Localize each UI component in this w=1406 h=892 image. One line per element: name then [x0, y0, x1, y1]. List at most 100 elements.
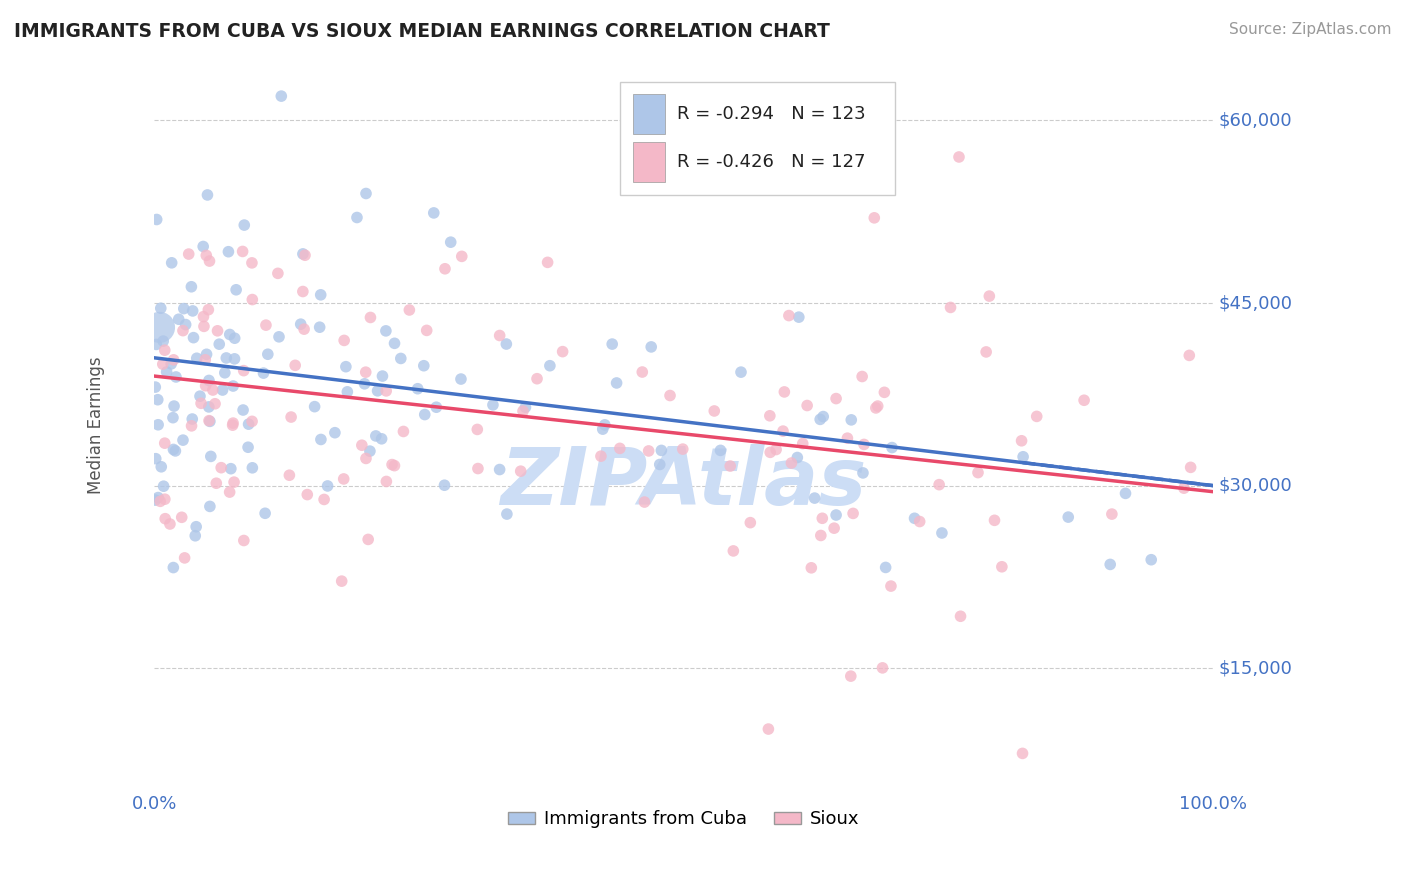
Point — [195, 347, 218, 361]
Point — [939, 301, 962, 315]
Point — [267, 330, 290, 344]
Point — [233, 218, 256, 232]
Point — [592, 422, 614, 436]
Point — [974, 345, 997, 359]
Point — [803, 491, 825, 505]
Point — [232, 533, 254, 548]
Point — [193, 319, 215, 334]
Point — [180, 418, 202, 433]
Point — [949, 609, 972, 624]
Point — [903, 511, 925, 525]
Point — [297, 487, 319, 501]
Point — [156, 365, 179, 379]
Point — [143, 493, 166, 508]
Point — [180, 279, 202, 293]
Point — [1011, 434, 1033, 448]
Point — [852, 466, 875, 480]
Point — [839, 413, 862, 427]
Point — [152, 357, 174, 371]
Point — [440, 235, 463, 250]
Point — [908, 515, 931, 529]
Point — [291, 285, 314, 299]
Point — [218, 485, 240, 500]
Point — [880, 579, 903, 593]
Point — [866, 399, 889, 413]
Point — [153, 511, 176, 525]
Point — [314, 492, 336, 507]
Point — [931, 526, 953, 541]
Point — [193, 310, 215, 324]
Point — [194, 378, 217, 392]
Point — [825, 392, 848, 406]
Point — [308, 320, 330, 334]
Point — [278, 468, 301, 483]
Point — [153, 436, 176, 450]
Point — [354, 186, 377, 201]
Point — [215, 351, 238, 365]
Point — [332, 472, 354, 486]
Point — [201, 383, 224, 397]
Point — [425, 401, 447, 415]
Text: Source: ZipAtlas.com: Source: ZipAtlas.com — [1229, 22, 1392, 37]
Point — [284, 359, 307, 373]
Point — [811, 409, 834, 424]
Point — [198, 414, 221, 428]
Point — [1057, 510, 1080, 524]
Point — [730, 365, 752, 379]
Point — [146, 392, 169, 407]
Point — [167, 312, 190, 326]
Point — [758, 722, 780, 736]
Point — [153, 492, 176, 507]
Point — [240, 460, 263, 475]
Point — [198, 414, 221, 428]
Point — [200, 450, 222, 464]
Point — [384, 458, 406, 473]
Point — [412, 359, 434, 373]
Point — [842, 507, 865, 521]
Point — [256, 347, 278, 361]
Point — [254, 318, 277, 333]
Point — [718, 458, 741, 473]
Point — [145, 337, 167, 351]
Point — [145, 451, 167, 466]
Point — [359, 310, 381, 325]
Point — [370, 432, 392, 446]
Point — [294, 248, 316, 262]
Point — [465, 422, 488, 436]
Point — [240, 293, 263, 307]
Point — [195, 248, 218, 262]
Point — [650, 443, 672, 458]
Point — [162, 560, 184, 574]
Point — [214, 366, 236, 380]
Text: R = -0.426   N = 127: R = -0.426 N = 127 — [678, 153, 866, 171]
Text: IMMIGRANTS FROM CUBA VS SIOUX MEDIAN EARNINGS CORRELATION CHART: IMMIGRANTS FROM CUBA VS SIOUX MEDIAN EAR… — [14, 22, 830, 41]
Point — [865, 401, 887, 415]
Point — [357, 533, 380, 547]
Point — [323, 425, 346, 440]
Point — [406, 382, 429, 396]
Point — [389, 351, 412, 366]
Point — [538, 359, 561, 373]
Point — [811, 511, 834, 525]
Point — [238, 417, 260, 432]
Point — [839, 669, 862, 683]
Point — [536, 255, 558, 269]
Point — [197, 188, 219, 202]
Point — [224, 351, 246, 366]
FancyBboxPatch shape — [633, 142, 665, 182]
Point — [333, 334, 356, 348]
Point — [648, 458, 671, 472]
Point — [309, 288, 332, 302]
Point — [1025, 409, 1047, 424]
Point — [488, 462, 510, 476]
Point — [983, 513, 1005, 527]
Point — [150, 459, 173, 474]
Point — [236, 440, 259, 454]
Point — [309, 433, 332, 447]
Point — [367, 384, 389, 398]
Point — [488, 328, 510, 343]
Point — [778, 309, 800, 323]
Point — [659, 388, 682, 402]
Point — [740, 516, 762, 530]
Point — [593, 417, 616, 432]
